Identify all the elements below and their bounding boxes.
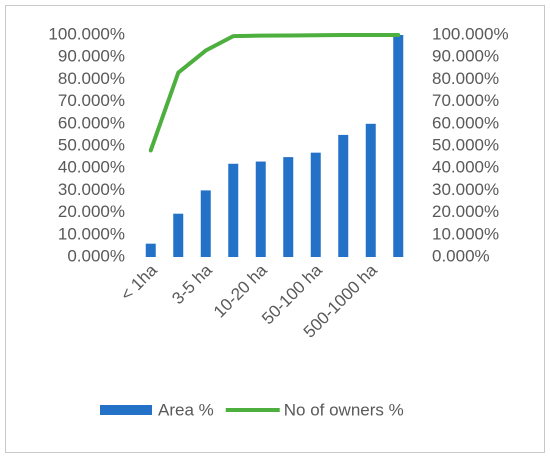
- legend-swatch: [100, 405, 152, 415]
- legend-label: No of owners %: [284, 400, 404, 419]
- y-tick-label: 10.000%: [58, 224, 125, 243]
- y2-tick-label: 0.000%: [432, 246, 490, 265]
- y-tick-label: 80.000%: [58, 69, 125, 88]
- y-tick-label: 40.000%: [58, 158, 125, 177]
- bar: [310, 152, 321, 257]
- chart-border: [5, 5, 545, 453]
- y-tick-label: 100.000%: [48, 24, 125, 43]
- bar: [255, 161, 266, 257]
- y2-tick-label: 20.000%: [432, 202, 499, 221]
- bar: [365, 123, 376, 257]
- y2-tick-label: 60.000%: [432, 113, 499, 132]
- y2-tick-label: 80.000%: [432, 69, 499, 88]
- bar: [173, 213, 184, 257]
- line: [148, 33, 401, 153]
- y-tick-label: 50.000%: [58, 135, 125, 154]
- y2-tick-label: 10.000%: [432, 224, 499, 243]
- y-tick-label: 30.000%: [58, 180, 125, 199]
- y2-tick-label: 40.000%: [432, 158, 499, 177]
- y2-tick-label: 100.000%: [432, 24, 509, 43]
- y2-tick-label: 50.000%: [432, 135, 499, 154]
- y-tick-label: 60.000%: [58, 113, 125, 132]
- y-tick-label: 70.000%: [58, 91, 125, 110]
- y-tick-label: 0.000%: [67, 246, 125, 265]
- y2-tick-label: 70.000%: [432, 91, 499, 110]
- bar: [393, 35, 404, 257]
- bar: [228, 163, 239, 257]
- y2-tick-label: 30.000%: [432, 180, 499, 199]
- bar: [145, 243, 156, 257]
- y2-tick-label: 90.000%: [432, 47, 499, 66]
- bar: [200, 190, 211, 257]
- bar: [338, 134, 349, 257]
- y-tick-label: 90.000%: [58, 47, 125, 66]
- y-tick-label: 20.000%: [58, 202, 125, 221]
- bar: [283, 157, 294, 257]
- legend-label: Area %: [158, 400, 214, 419]
